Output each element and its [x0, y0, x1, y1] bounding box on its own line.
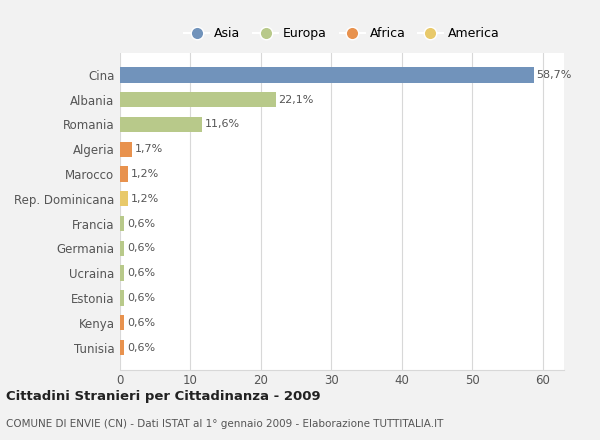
Bar	[120, 265, 124, 281]
Bar	[120, 191, 128, 206]
Text: 58,7%: 58,7%	[536, 70, 572, 80]
Bar	[120, 166, 128, 182]
Bar	[120, 142, 132, 157]
Text: 1,2%: 1,2%	[131, 194, 160, 204]
Text: 1,7%: 1,7%	[135, 144, 163, 154]
Text: 0,6%: 0,6%	[127, 268, 155, 278]
Bar	[120, 290, 124, 306]
Text: 0,6%: 0,6%	[127, 318, 155, 328]
Text: COMUNE DI ENVIE (CN) - Dati ISTAT al 1° gennaio 2009 - Elaborazione TUTTITALIA.I: COMUNE DI ENVIE (CN) - Dati ISTAT al 1° …	[6, 419, 443, 429]
Text: 0,6%: 0,6%	[127, 293, 155, 303]
Text: 22,1%: 22,1%	[278, 95, 314, 105]
Bar	[120, 117, 202, 132]
Bar	[120, 92, 276, 107]
Bar	[120, 67, 533, 83]
Bar	[120, 315, 124, 330]
Bar	[120, 340, 124, 355]
Legend: Asia, Europa, Africa, America: Asia, Europa, Africa, America	[184, 27, 500, 40]
Text: 11,6%: 11,6%	[205, 119, 239, 129]
Text: 0,6%: 0,6%	[127, 243, 155, 253]
Text: 0,6%: 0,6%	[127, 219, 155, 229]
Bar	[120, 216, 124, 231]
Text: 0,6%: 0,6%	[127, 342, 155, 352]
Text: Cittadini Stranieri per Cittadinanza - 2009: Cittadini Stranieri per Cittadinanza - 2…	[6, 390, 320, 403]
Bar	[120, 241, 124, 256]
Text: 1,2%: 1,2%	[131, 169, 160, 179]
